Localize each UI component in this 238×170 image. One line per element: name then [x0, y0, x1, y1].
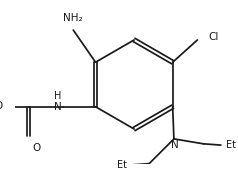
- Text: O: O: [32, 143, 41, 153]
- Text: Et: Et: [117, 160, 127, 170]
- Text: Et: Et: [226, 140, 236, 150]
- Text: Cl: Cl: [208, 32, 219, 42]
- Text: N: N: [171, 140, 179, 150]
- Text: N: N: [54, 102, 61, 112]
- Text: NH₂: NH₂: [64, 13, 83, 23]
- Text: H: H: [54, 91, 61, 101]
- Text: O: O: [0, 100, 3, 110]
